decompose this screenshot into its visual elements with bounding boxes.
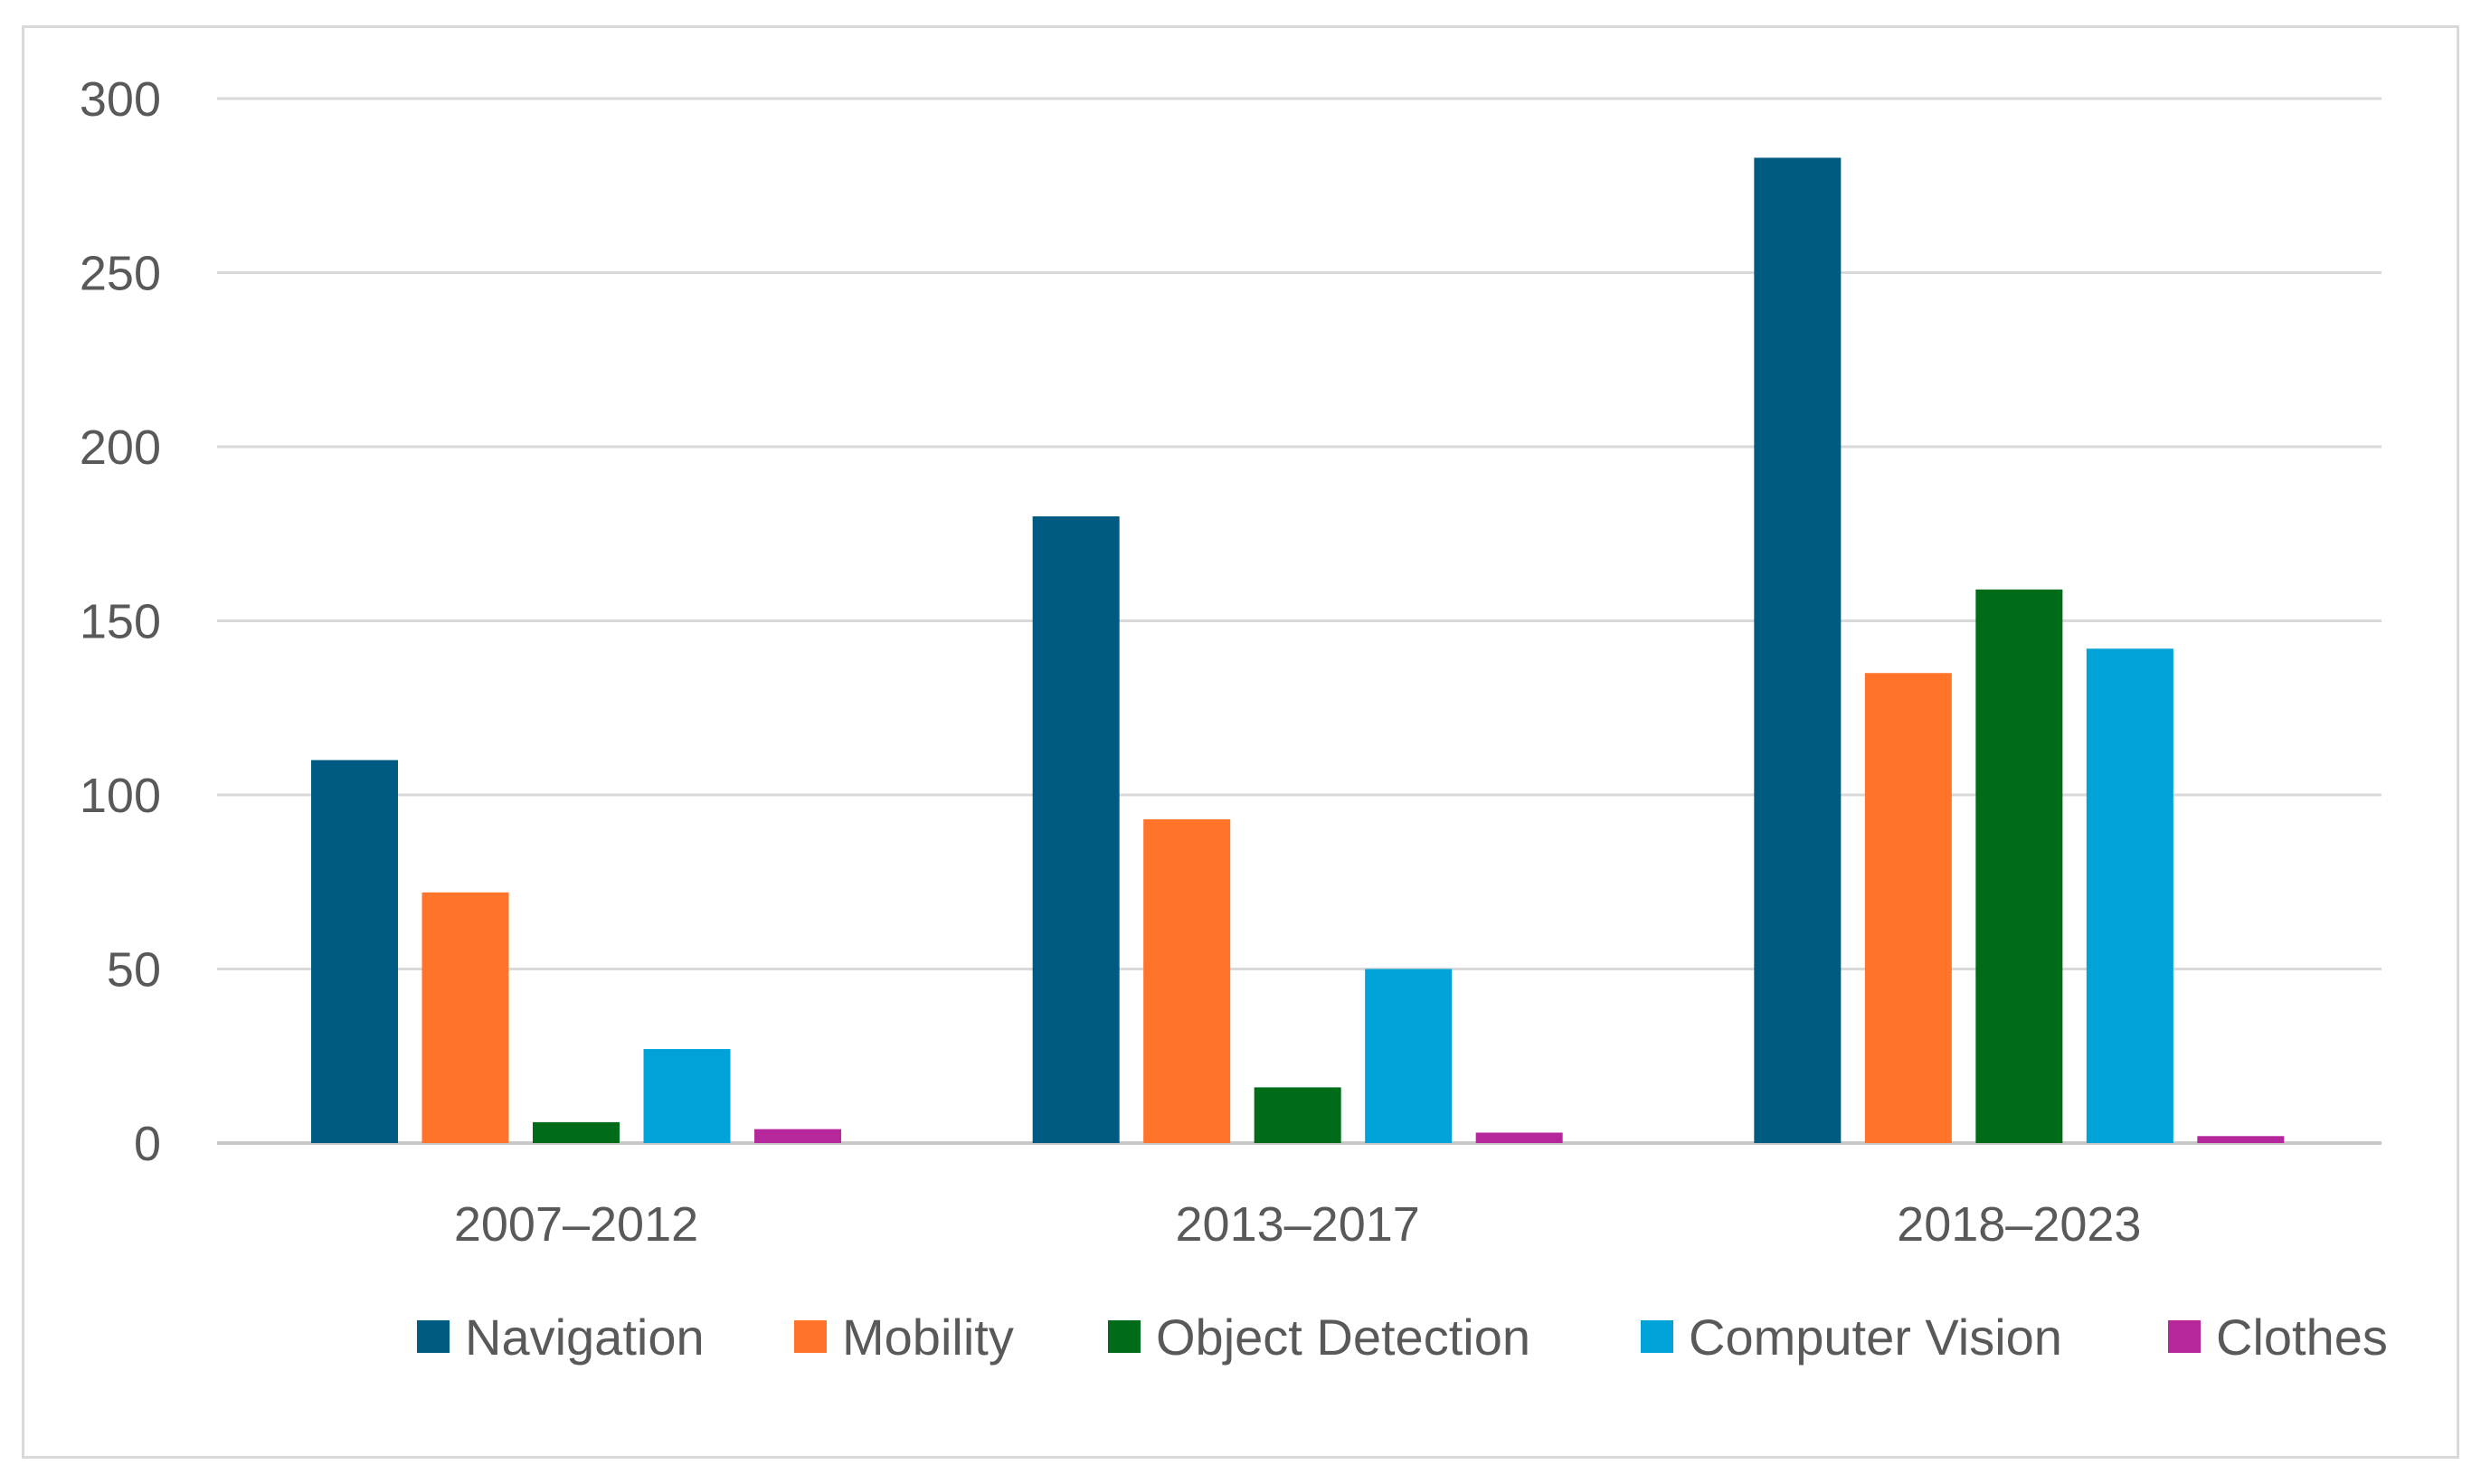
legend-label: Computer Vision [1689, 1309, 2062, 1366]
legend-label: Navigation [465, 1309, 705, 1366]
legend-label: Clothes [2216, 1309, 2388, 1366]
bar-navigation-1 [311, 760, 398, 1143]
bar-object-detection-2 [1254, 1087, 1341, 1143]
bar-mobility-3 [1864, 673, 1952, 1143]
legend-swatch [1641, 1320, 1673, 1353]
x-tick-label: 2018–2023 [1897, 1197, 2141, 1252]
y-tick-label: 200 [80, 421, 161, 475]
legend: Navigation Mobility Object Detection Comput… [417, 1309, 2388, 1366]
bar-object-detection-1 [533, 1121, 620, 1143]
bar-navigation-2 [1032, 516, 1120, 1143]
y-tick-label: 0 [134, 1117, 161, 1171]
bar-navigation-3 [1754, 157, 1842, 1144]
legend-item-computer-vision: Computer Vision [1641, 1309, 2062, 1366]
y-tick-label: 50 [107, 943, 161, 997]
bar-mobility-1 [421, 892, 509, 1143]
bar-object-detection-3 [1975, 589, 2063, 1143]
legend-swatch [417, 1320, 450, 1353]
y-tick-label: 100 [80, 769, 161, 823]
legend-item-object-detection: Object Detection [1108, 1309, 1530, 1366]
y-tick-label: 150 [80, 595, 161, 649]
y-axis-ticks: 0 50 100 150 200 250 300 [80, 72, 161, 1171]
legend-item-navigation: Navigation [417, 1309, 705, 1366]
legend-swatch [794, 1320, 827, 1353]
y-tick-label: 250 [80, 247, 161, 301]
bar-computer-vision-3 [2086, 648, 2173, 1143]
x-tick-label: 2007–2012 [454, 1197, 698, 1252]
x-tick-label: 2013–2017 [1176, 1197, 1420, 1252]
x-axis-ticks: 2007–2012 2013–2017 2018–2023 [454, 1197, 2142, 1252]
bar-clothes-3 [2197, 1136, 2285, 1143]
bar-clothes-1 [754, 1129, 841, 1143]
bar-clothes-2 [1475, 1132, 1563, 1143]
legend-item-mobility: Mobility [794, 1309, 1014, 1366]
bar-mobility-2 [1143, 818, 1231, 1143]
bar-computer-vision-2 [1365, 969, 1453, 1143]
bar-computer-vision-1 [643, 1049, 731, 1143]
y-tick-label: 300 [80, 72, 161, 127]
legend-label: Object Detection [1156, 1309, 1530, 1366]
bars [311, 157, 2285, 1144]
legend-swatch [2168, 1320, 2201, 1353]
legend-label: Mobility [842, 1309, 1014, 1366]
legend-item-clothes: Clothes [2168, 1309, 2388, 1366]
legend-swatch [1108, 1320, 1141, 1353]
